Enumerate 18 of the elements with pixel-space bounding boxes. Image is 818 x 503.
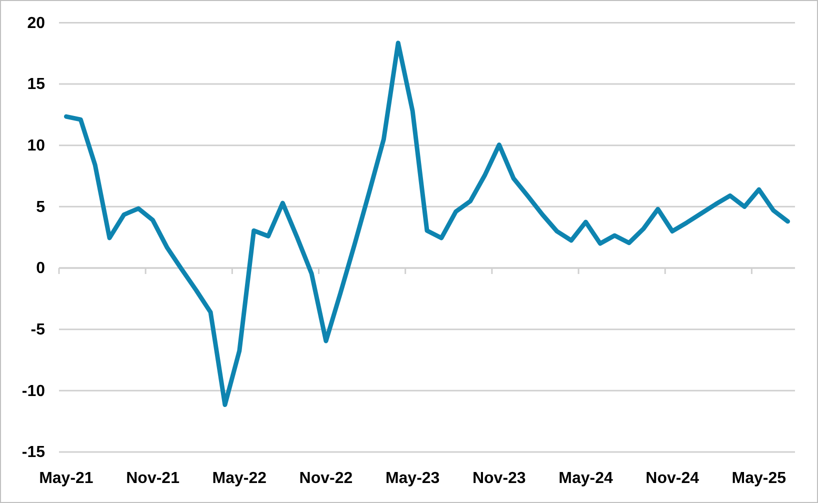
y-tick-label: 10	[27, 137, 46, 154]
x-tick-label: May-24	[558, 470, 613, 487]
y-tick-label: -10	[22, 382, 46, 400]
y-tick-label: 5	[36, 198, 46, 216]
x-tick-label: May-22	[212, 470, 267, 487]
y-tick-label: -5	[30, 321, 46, 338]
x-tick-label: Nov-22	[299, 470, 353, 487]
x-tick-label: May-23	[385, 470, 440, 487]
y-tick-label: 0	[36, 260, 46, 278]
x-tick-label: Nov-23	[472, 470, 526, 487]
x-tick-label: May-25	[732, 470, 786, 487]
x-tick-label: Nov-21	[126, 470, 180, 487]
line-series	[64, 40, 790, 408]
y-tick-label: 20	[27, 14, 46, 32]
x-tick-label: Nov-24	[646, 470, 700, 487]
y-tick-label: 15	[27, 76, 46, 94]
x-tick-label: May-21	[39, 470, 94, 487]
y-tick-label: -15	[22, 444, 46, 462]
